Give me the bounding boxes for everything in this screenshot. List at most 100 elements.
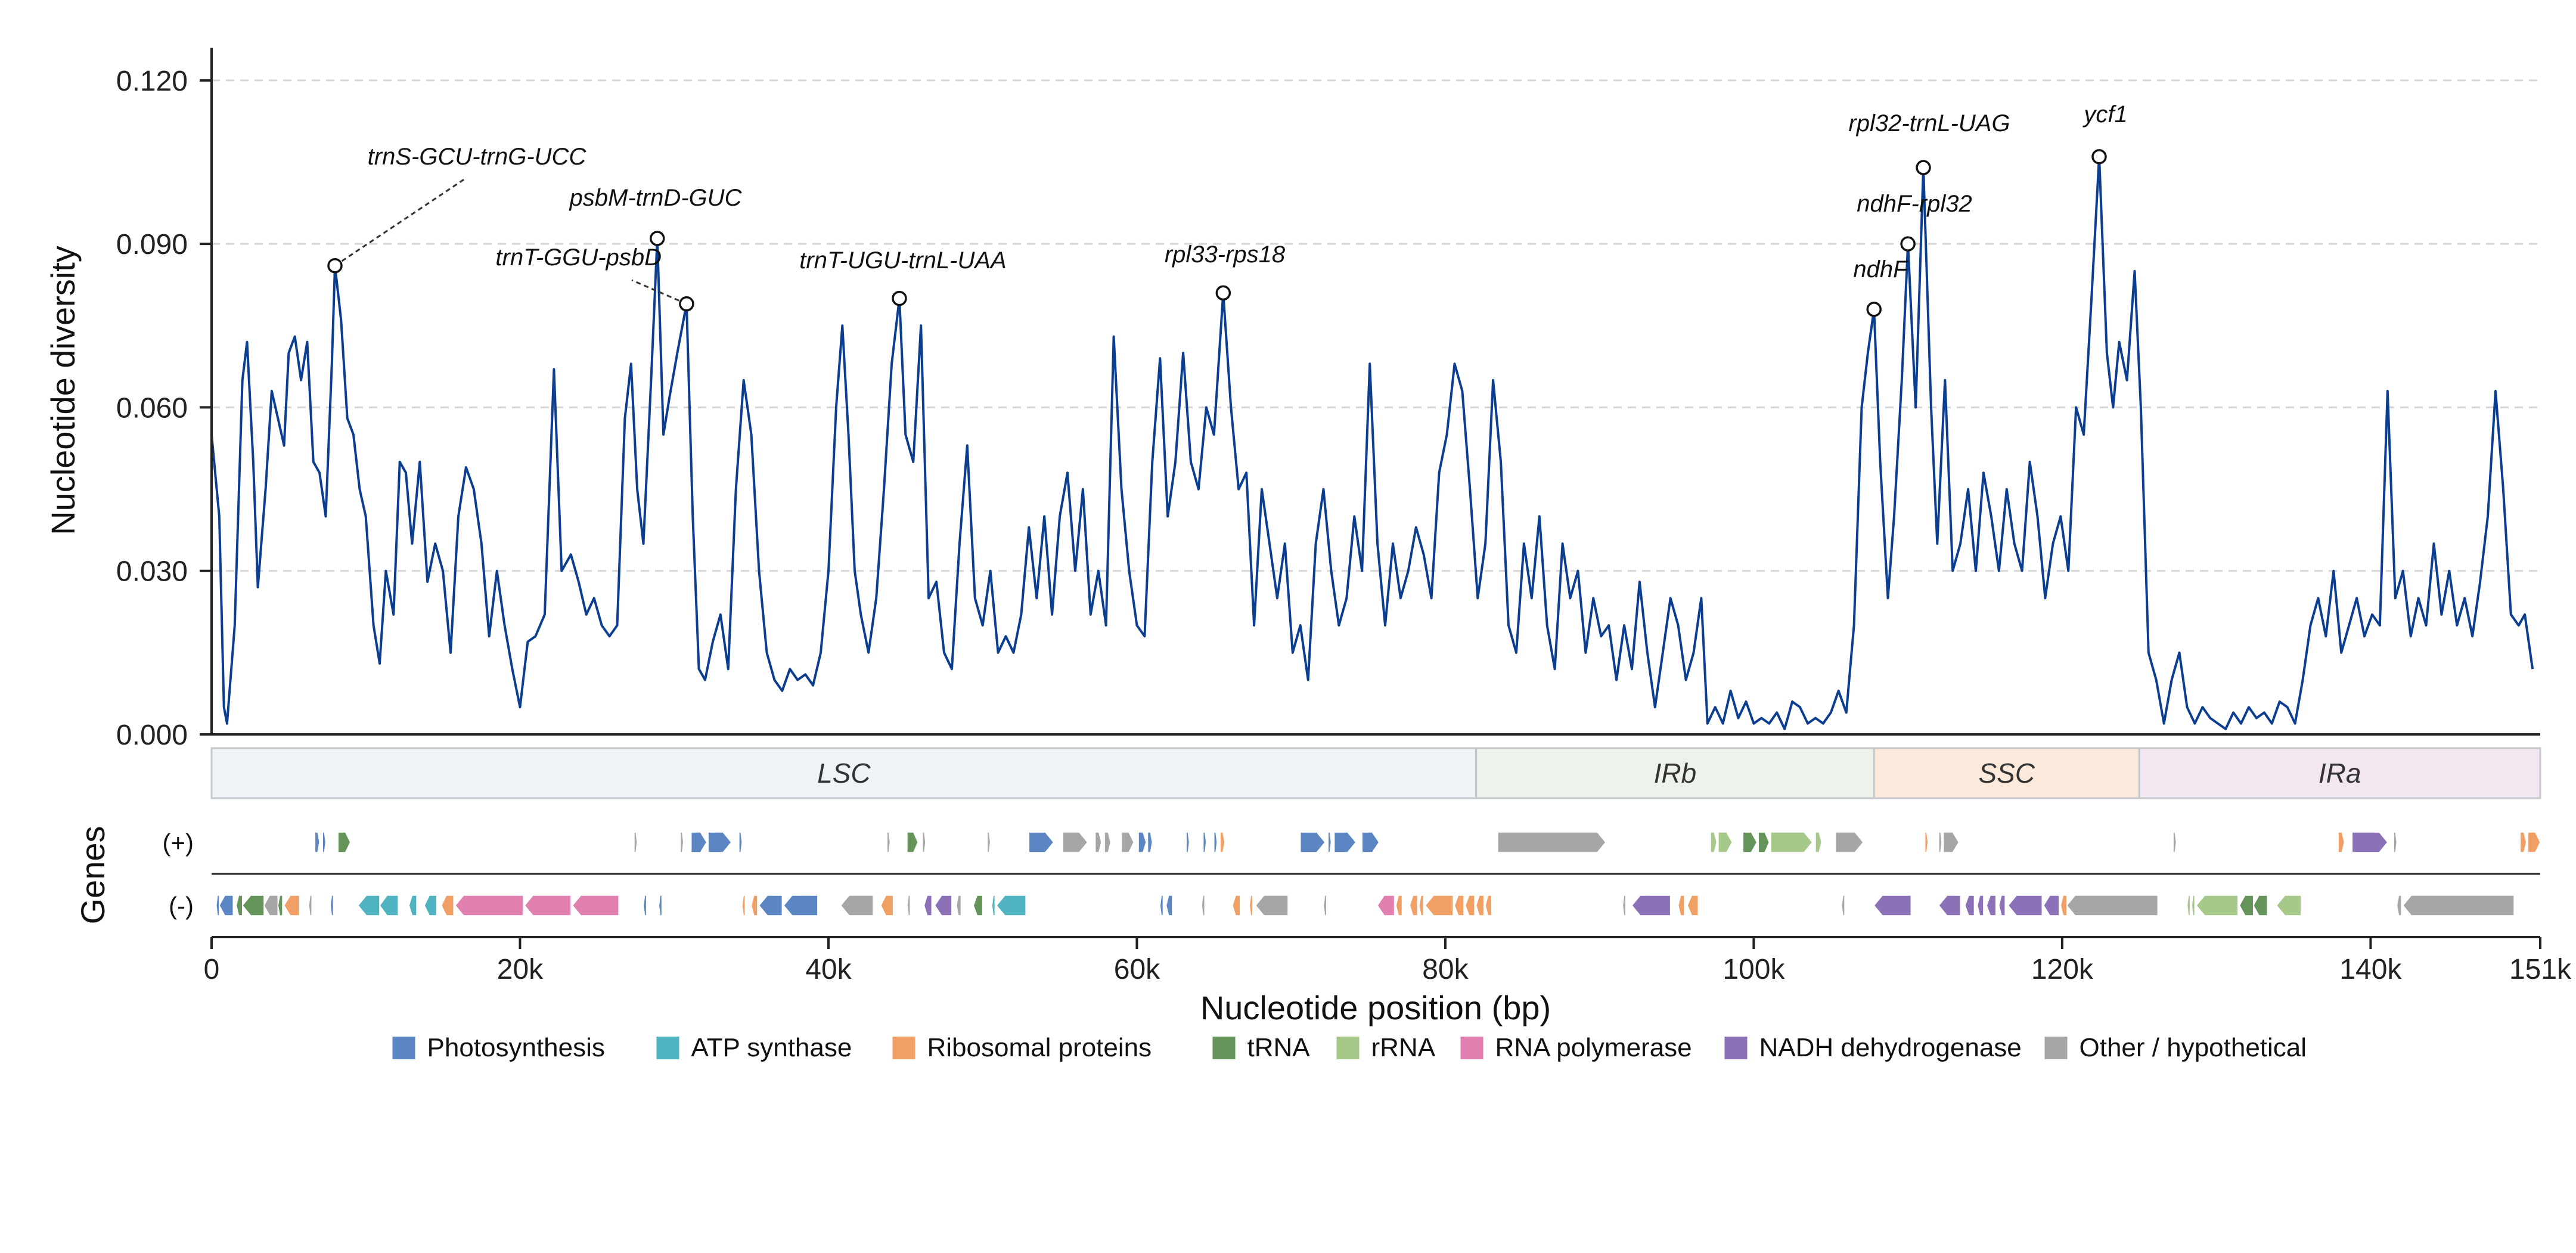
gene-plus-strand [322,832,327,853]
gene-minus-strand [216,895,220,916]
gene-minus-strand [1485,895,1492,916]
legend-label-trna: tRNA [1247,1033,1311,1062]
gene-minus-strand [934,895,952,916]
gene-minus-strand [235,895,243,916]
gene-minus-strand [1677,895,1685,916]
x-axis-title: Nucleotide position (bp) [1200,989,1551,1026]
gene-minus-strand [330,895,334,916]
gene-minus-strand [2402,895,2515,916]
gene-plus-strand [2172,832,2177,853]
gene-plus-strand [679,832,684,853]
gene-plus-strand [922,832,926,853]
region-label: SSC [1978,758,2035,789]
gene-plus-strand [1202,832,1207,853]
gene-minus-strand [424,895,437,916]
gene-plus-strand [1770,832,1813,853]
legend-label-ndh: NADH dehydrogenase [1759,1033,2022,1062]
peak-label: trnS-GCU-trnG-UCC [368,144,587,170]
legend-swatch-photo [392,1037,415,1059]
gene-plus-strand [314,832,320,853]
gene-plus-strand [1333,832,1357,853]
gene-plus-strand [1361,832,1380,853]
gene-minus-strand [973,895,983,916]
y-tick-label: 0.000 [116,719,188,751]
gene-plus-strand [2338,832,2345,853]
x-tick-label: 20k [497,954,544,985]
genome-regions: LSC IRb SSC IRa [210,747,2541,799]
region-band-ira [2138,747,2541,799]
gene-minus-strand [1841,895,1845,916]
peak-label: ycf1 [2082,101,2127,128]
y-tick-label: 0.120 [116,66,188,97]
peak-label: ndhF-rpl32 [1857,191,1972,217]
gene-minus-strand [2060,895,2068,916]
legend: Photosynthesis ATP synthase Ribosomal prot… [392,1033,2307,1062]
gene-plus-strand [986,832,991,853]
peak-annotations: trnS-GCU-trnG-UCC psbM-trnD-GUC trnT-GGU-p… [327,101,2128,317]
gene-minus-strand [1687,895,1699,916]
gene-minus-strand [2276,895,2302,916]
gene-minus-strand [1377,895,1395,916]
gene-minus-strand [991,895,996,916]
gene-minus-strand [1159,895,1164,916]
gene-minus-strand [1395,895,1403,916]
peak-marker [1916,160,1931,175]
gene-plus-strand [2393,832,2398,853]
gene-minus-strand [880,895,894,916]
gene-plus-strand [1938,832,1942,853]
gene-minus-strand [1454,895,1464,916]
gene-plus-strand [907,832,918,853]
gene-plus-strand [1327,832,1332,853]
gridlines [212,79,2540,572]
gene-plus-strand [1094,832,1102,853]
gene-minus-strand [1475,895,1485,916]
gene-plus-strand [1028,832,1054,853]
gene-minus-strand [996,895,1026,916]
peak-label: trnT-GGU-psbD [495,244,662,271]
gene-minus-strand [1938,895,1961,916]
gene-minus-strand [219,895,234,916]
region-label: IRa [2319,758,2361,789]
legend-swatch-rnap [1460,1037,1483,1059]
gene-minus-strand [2186,895,2191,916]
legend-label-other: Other / hypothetical [2080,1033,2307,1062]
gene-minus-strand [907,895,911,916]
gene-minus-strand [1964,895,1975,916]
gene-minus-strand [524,895,572,916]
gene-minus-strand [1419,895,1424,916]
gene-plus-strand [1062,832,1088,853]
gene-minus-strand [750,895,758,916]
peak-marker [650,231,665,246]
gene-plus-strand [707,832,732,853]
legend-label-atp: ATP synthase [691,1033,852,1062]
gene-plus-strand [2351,832,2388,853]
gene-minus-strand [263,895,279,916]
gene-minus-strand [454,895,524,916]
gene-minus-strand [1986,895,1997,916]
region-band-lsc [210,747,1478,799]
y-tick-label: 0.060 [116,392,188,424]
x-tick-label: 0 [204,954,220,985]
gene-plus-strand [1147,832,1153,853]
gene-plus-strand [690,832,707,853]
gene-plus-strand [1104,832,1112,853]
gene-minus-strand [1998,895,2006,916]
gene-minus-strand [357,895,380,916]
legend-label-rnap: RNA polymerase [1495,1033,1692,1062]
gene-plus-strand [2519,832,2527,853]
gene-minus-strand [2191,895,2196,916]
gene-plus-strand [1815,832,1823,853]
peak-label: ndhF [1853,256,1909,283]
legend-swatch-ribo [892,1037,915,1059]
peak-marker [1866,302,1882,317]
gene-minus-strand [1873,895,1912,916]
peak-marker [2091,149,2107,165]
gene-minus-strand [283,895,300,916]
gene-minus-strand [840,895,874,916]
peak-marker [1900,236,1916,252]
gene-minus-strand [440,895,454,916]
plus-strand-label: (+) [163,829,194,857]
gene-minus-strand [308,895,312,916]
gene-minus-strand [1424,895,1454,916]
peak-label: psbM-trnD-GUC [569,185,743,211]
